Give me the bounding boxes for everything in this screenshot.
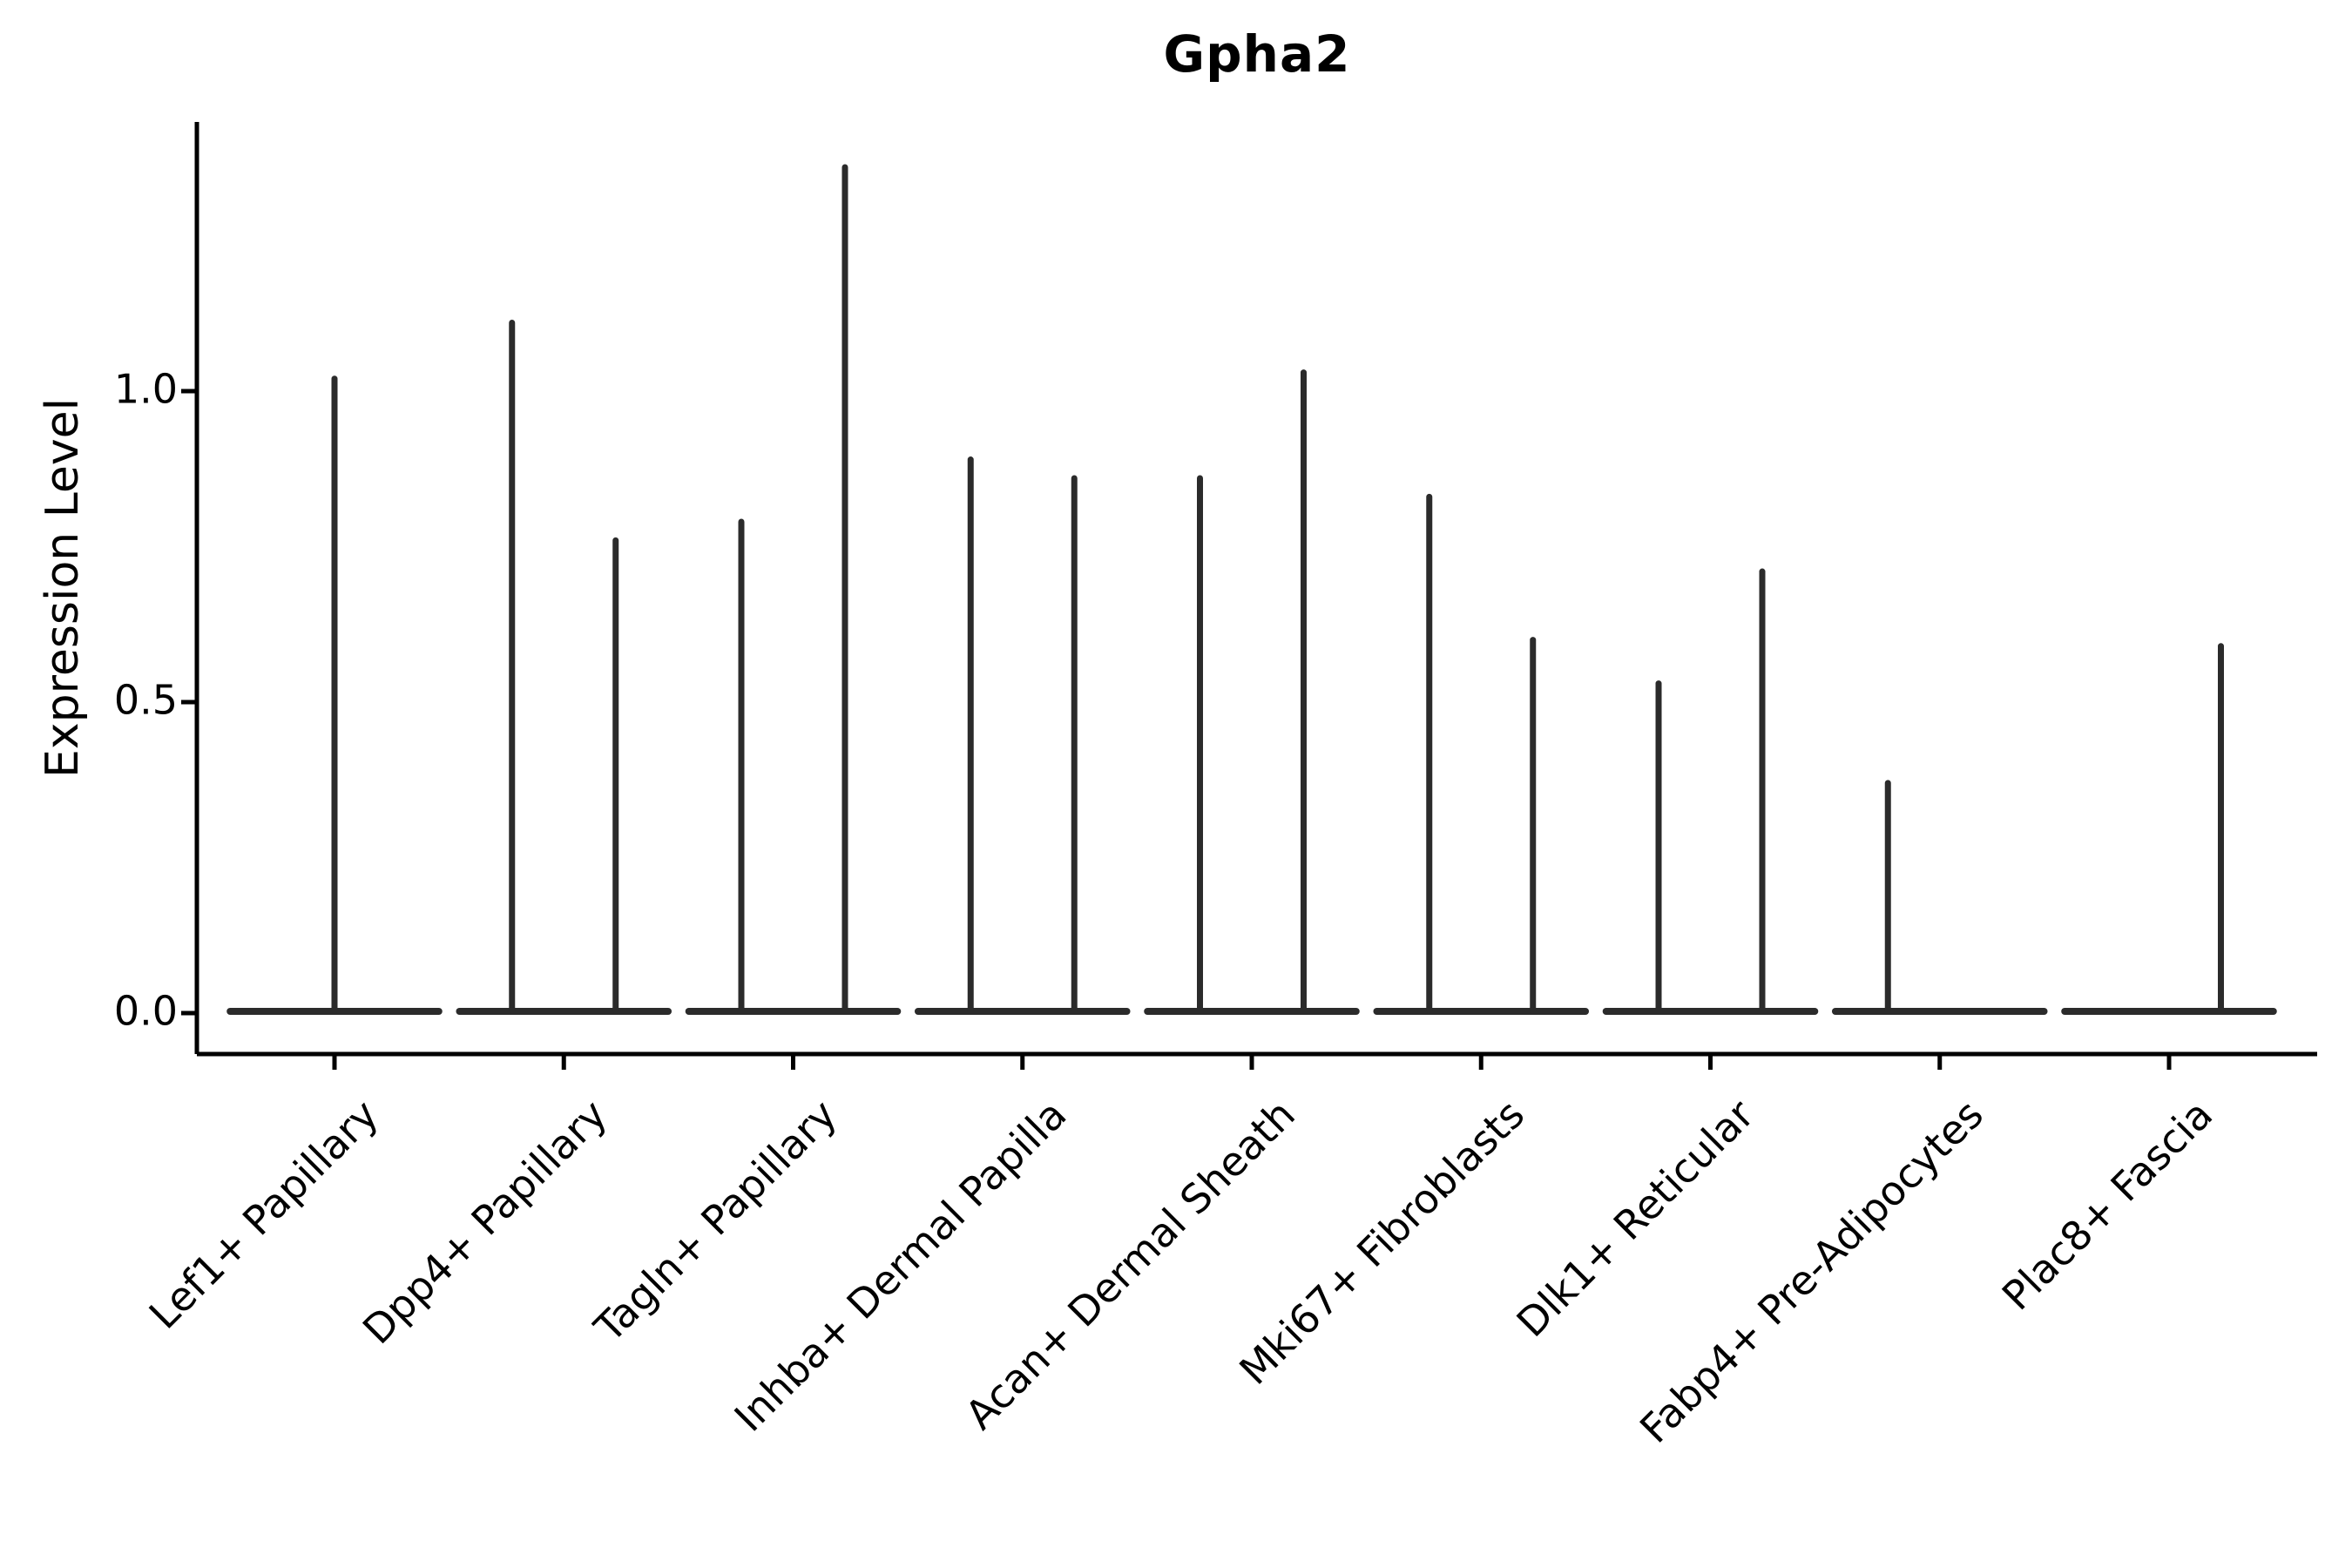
y-tick-label: 0.0 xyxy=(113,987,178,1035)
y-tick-label: 1.0 xyxy=(113,365,178,413)
y-tick-label: 0.5 xyxy=(113,676,178,724)
chart-title: Gpha2 xyxy=(1163,24,1351,84)
